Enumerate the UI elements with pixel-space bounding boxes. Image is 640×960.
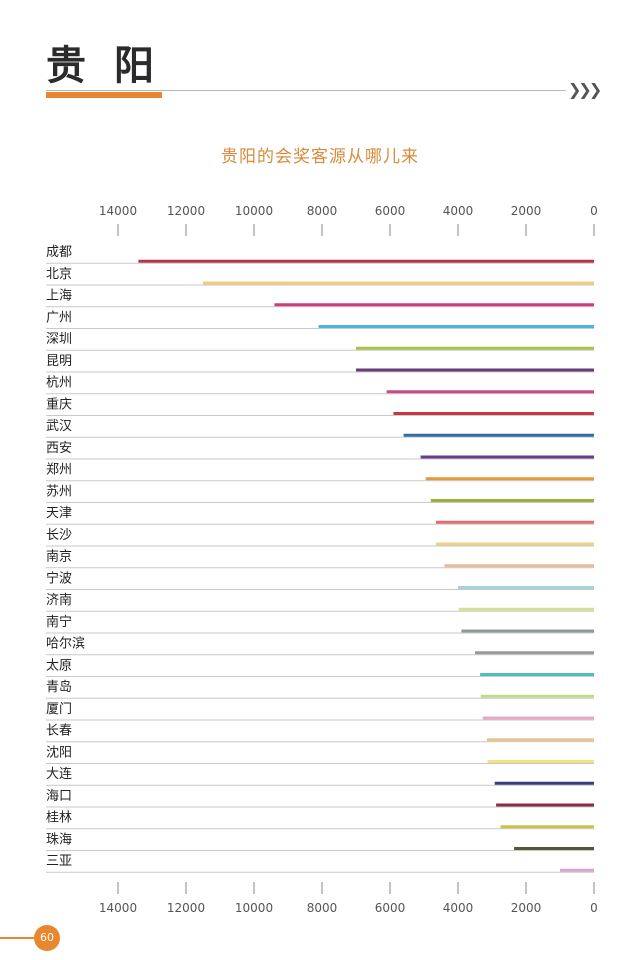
category-label: 青岛 <box>46 679 72 695</box>
bar <box>356 346 594 350</box>
category-label: 南宁 <box>46 614 72 630</box>
x-tick-label-bottom: 8000 <box>307 901 338 915</box>
bar <box>458 607 594 611</box>
bar <box>500 825 594 829</box>
bar <box>475 651 594 655</box>
category-label: 重庆 <box>46 396 72 412</box>
category-label: 深圳 <box>46 332 72 347</box>
x-tick-label-top: 12000 <box>167 204 205 218</box>
category-label: 上海 <box>46 289 72 304</box>
category-label: 沈阳 <box>46 745 72 760</box>
category-label: 苏州 <box>46 483 72 499</box>
bar <box>496 803 594 807</box>
category-label: 成都 <box>46 245 72 260</box>
chevrons-icon: ❯❯❯ <box>568 80 602 99</box>
bar <box>486 738 594 742</box>
category-label: 厦门 <box>46 702 72 717</box>
bar <box>560 868 594 872</box>
bar <box>444 564 594 568</box>
category-label: 济南 <box>46 592 72 608</box>
category-label: 太原 <box>46 658 72 673</box>
bar <box>203 281 594 285</box>
bar <box>430 499 594 502</box>
category-label: 郑州 <box>46 463 72 478</box>
category-label: 南京 <box>46 549 72 565</box>
x-tick-label-top: 10000 <box>235 204 273 218</box>
x-tick-label-bottom: 2000 <box>511 901 542 915</box>
x-tick-label-bottom: 0 <box>590 901 598 915</box>
bar <box>461 629 594 633</box>
bar <box>494 781 594 785</box>
bar <box>138 259 594 263</box>
category-label: 宁波 <box>46 570 72 586</box>
category-label: 杭州 <box>46 376 72 391</box>
category-label: 哈尔滨 <box>46 636 85 652</box>
bar <box>514 847 594 850</box>
bar <box>403 433 594 437</box>
category-label: 北京 <box>46 267 72 282</box>
category-label: 长春 <box>46 724 72 739</box>
x-tick-label-top: 0 <box>590 204 598 218</box>
x-tick-label-top: 4000 <box>443 204 474 218</box>
x-tick-label-bottom: 6000 <box>375 901 406 915</box>
bar <box>386 390 594 394</box>
category-label: 武汉 <box>46 419 72 434</box>
bar <box>318 325 594 328</box>
bar <box>435 542 594 546</box>
category-label: 昆明 <box>46 354 72 369</box>
page-number-badge: 60 <box>34 925 60 951</box>
bar <box>480 673 594 676</box>
category-label: 海口 <box>46 789 72 804</box>
category-label: 广州 <box>46 310 72 325</box>
bar <box>480 694 594 698</box>
x-tick-label-bottom: 4000 <box>443 901 474 915</box>
header-accent-bar <box>46 92 162 98</box>
header-divider <box>46 90 566 91</box>
category-label: 天津 <box>46 506 72 521</box>
bar <box>435 520 594 524</box>
x-tick-label-bottom: 10000 <box>235 901 273 915</box>
bar <box>487 760 594 763</box>
category-label: 西安 <box>46 441 72 456</box>
bar <box>274 303 594 307</box>
category-label: 桂林 <box>46 811 72 826</box>
page-marker-line <box>0 937 34 939</box>
x-tick-label-top: 14000 <box>99 204 137 218</box>
section-title: 贵阳 <box>46 43 182 89</box>
bar <box>482 716 594 720</box>
chart-title: 贵阳的会奖客源从哪儿来 <box>221 147 419 167</box>
x-tick-label-bottom: 14000 <box>99 901 137 915</box>
bar <box>393 412 594 415</box>
bar <box>458 586 594 589</box>
category-label: 珠海 <box>46 832 72 847</box>
bar <box>425 477 594 481</box>
bar <box>420 455 594 459</box>
x-tick-label-top: 2000 <box>511 204 542 218</box>
category-label: 大连 <box>46 766 72 782</box>
bar <box>356 368 594 372</box>
category-label: 三亚 <box>46 854 72 869</box>
x-tick-label-bottom: 12000 <box>167 901 205 915</box>
category-label: 长沙 <box>46 528 72 543</box>
x-tick-label-top: 8000 <box>307 204 338 218</box>
x-tick-label-top: 6000 <box>375 204 406 218</box>
